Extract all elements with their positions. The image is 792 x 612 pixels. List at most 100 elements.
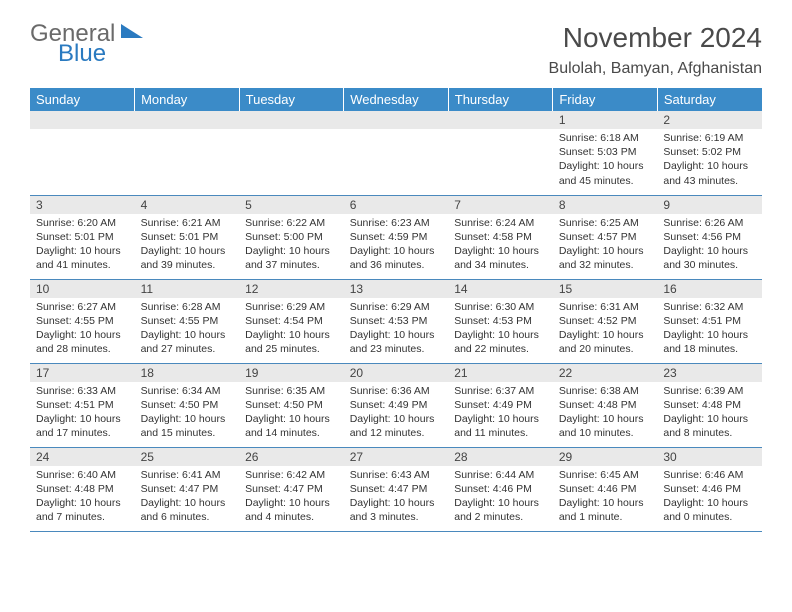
calendar-cell: 4Sunrise: 6:21 AMSunset: 5:01 PMDaylight… bbox=[135, 195, 240, 279]
calendar-table: Sunday Monday Tuesday Wednesday Thursday… bbox=[30, 88, 762, 532]
sunrise-text: Sunrise: 6:29 AM bbox=[245, 300, 338, 314]
day-number: 7 bbox=[448, 196, 553, 214]
sunset-text: Sunset: 5:01 PM bbox=[36, 230, 129, 244]
daylight-text: Daylight: 10 hours and 39 minutes. bbox=[141, 244, 234, 272]
calendar-cell: 8Sunrise: 6:25 AMSunset: 4:57 PMDaylight… bbox=[553, 195, 658, 279]
daylight-text: Daylight: 10 hours and 28 minutes. bbox=[36, 328, 129, 356]
sunset-text: Sunset: 4:55 PM bbox=[36, 314, 129, 328]
sunset-text: Sunset: 4:48 PM bbox=[559, 398, 652, 412]
daylight-text: Daylight: 10 hours and 2 minutes. bbox=[454, 496, 547, 524]
weekday-header: Thursday bbox=[448, 88, 553, 111]
daylight-text: Daylight: 10 hours and 18 minutes. bbox=[663, 328, 756, 356]
calendar-cell bbox=[344, 111, 449, 195]
calendar-cell: 11Sunrise: 6:28 AMSunset: 4:55 PMDayligh… bbox=[135, 279, 240, 363]
sunset-text: Sunset: 4:47 PM bbox=[141, 482, 234, 496]
brand-triangle-icon bbox=[121, 22, 143, 43]
sunrise-text: Sunrise: 6:20 AM bbox=[36, 216, 129, 230]
calendar-week-row: 3Sunrise: 6:20 AMSunset: 5:01 PMDaylight… bbox=[30, 195, 762, 279]
calendar-week-row: 1Sunrise: 6:18 AMSunset: 5:03 PMDaylight… bbox=[30, 111, 762, 195]
day-details: Sunrise: 6:32 AMSunset: 4:51 PMDaylight:… bbox=[657, 298, 762, 361]
daylight-text: Daylight: 10 hours and 4 minutes. bbox=[245, 496, 338, 524]
weekday-header: Wednesday bbox=[344, 88, 449, 111]
daylight-text: Daylight: 10 hours and 7 minutes. bbox=[36, 496, 129, 524]
sunset-text: Sunset: 4:53 PM bbox=[454, 314, 547, 328]
calendar-cell: 1Sunrise: 6:18 AMSunset: 5:03 PMDaylight… bbox=[553, 111, 658, 195]
brand-part2: Blue bbox=[58, 42, 143, 66]
day-number-empty bbox=[448, 111, 553, 129]
calendar-cell bbox=[135, 111, 240, 195]
daylight-text: Daylight: 10 hours and 8 minutes. bbox=[663, 412, 756, 440]
day-number: 22 bbox=[553, 364, 658, 382]
sunset-text: Sunset: 4:55 PM bbox=[141, 314, 234, 328]
calendar-cell: 9Sunrise: 6:26 AMSunset: 4:56 PMDaylight… bbox=[657, 195, 762, 279]
sunrise-text: Sunrise: 6:36 AM bbox=[350, 384, 443, 398]
sunset-text: Sunset: 4:58 PM bbox=[454, 230, 547, 244]
sunrise-text: Sunrise: 6:30 AM bbox=[454, 300, 547, 314]
daylight-text: Daylight: 10 hours and 17 minutes. bbox=[36, 412, 129, 440]
daylight-text: Daylight: 10 hours and 36 minutes. bbox=[350, 244, 443, 272]
sunset-text: Sunset: 4:46 PM bbox=[454, 482, 547, 496]
title-block: November 2024 Bulolah, Bamyan, Afghanist… bbox=[549, 22, 762, 78]
day-details: Sunrise: 6:36 AMSunset: 4:49 PMDaylight:… bbox=[344, 382, 449, 445]
day-details: Sunrise: 6:29 AMSunset: 4:54 PMDaylight:… bbox=[239, 298, 344, 361]
day-details: Sunrise: 6:20 AMSunset: 5:01 PMDaylight:… bbox=[30, 214, 135, 277]
sunset-text: Sunset: 4:46 PM bbox=[559, 482, 652, 496]
sunrise-text: Sunrise: 6:44 AM bbox=[454, 468, 547, 482]
day-details: Sunrise: 6:35 AMSunset: 4:50 PMDaylight:… bbox=[239, 382, 344, 445]
day-details: Sunrise: 6:43 AMSunset: 4:47 PMDaylight:… bbox=[344, 466, 449, 529]
day-number: 18 bbox=[135, 364, 240, 382]
sunset-text: Sunset: 4:53 PM bbox=[350, 314, 443, 328]
calendar-cell: 23Sunrise: 6:39 AMSunset: 4:48 PMDayligh… bbox=[657, 363, 762, 447]
sunset-text: Sunset: 4:47 PM bbox=[245, 482, 338, 496]
calendar-cell: 12Sunrise: 6:29 AMSunset: 4:54 PMDayligh… bbox=[239, 279, 344, 363]
day-number-empty bbox=[239, 111, 344, 129]
weekday-header-row: Sunday Monday Tuesday Wednesday Thursday… bbox=[30, 88, 762, 111]
weekday-header: Sunday bbox=[30, 88, 135, 111]
daylight-text: Daylight: 10 hours and 37 minutes. bbox=[245, 244, 338, 272]
day-number: 3 bbox=[30, 196, 135, 214]
calendar-cell: 19Sunrise: 6:35 AMSunset: 4:50 PMDayligh… bbox=[239, 363, 344, 447]
calendar-cell: 22Sunrise: 6:38 AMSunset: 4:48 PMDayligh… bbox=[553, 363, 658, 447]
day-details: Sunrise: 6:26 AMSunset: 4:56 PMDaylight:… bbox=[657, 214, 762, 277]
calendar-cell: 14Sunrise: 6:30 AMSunset: 4:53 PMDayligh… bbox=[448, 279, 553, 363]
day-details: Sunrise: 6:42 AMSunset: 4:47 PMDaylight:… bbox=[239, 466, 344, 529]
daylight-text: Daylight: 10 hours and 41 minutes. bbox=[36, 244, 129, 272]
day-number: 16 bbox=[657, 280, 762, 298]
header: General Blue November 2024 Bulolah, Bamy… bbox=[30, 22, 762, 78]
sunset-text: Sunset: 4:51 PM bbox=[663, 314, 756, 328]
sunset-text: Sunset: 4:59 PM bbox=[350, 230, 443, 244]
day-number: 19 bbox=[239, 364, 344, 382]
sunrise-text: Sunrise: 6:21 AM bbox=[141, 216, 234, 230]
daylight-text: Daylight: 10 hours and 3 minutes. bbox=[350, 496, 443, 524]
daylight-text: Daylight: 10 hours and 22 minutes. bbox=[454, 328, 547, 356]
day-number: 13 bbox=[344, 280, 449, 298]
day-number: 30 bbox=[657, 448, 762, 466]
day-details: Sunrise: 6:39 AMSunset: 4:48 PMDaylight:… bbox=[657, 382, 762, 445]
calendar-cell: 21Sunrise: 6:37 AMSunset: 4:49 PMDayligh… bbox=[448, 363, 553, 447]
day-number: 24 bbox=[30, 448, 135, 466]
calendar-cell bbox=[448, 111, 553, 195]
daylight-text: Daylight: 10 hours and 11 minutes. bbox=[454, 412, 547, 440]
sunset-text: Sunset: 4:57 PM bbox=[559, 230, 652, 244]
day-number-empty bbox=[30, 111, 135, 129]
calendar-cell: 2Sunrise: 6:19 AMSunset: 5:02 PMDaylight… bbox=[657, 111, 762, 195]
calendar-cell: 20Sunrise: 6:36 AMSunset: 4:49 PMDayligh… bbox=[344, 363, 449, 447]
sunset-text: Sunset: 4:49 PM bbox=[454, 398, 547, 412]
day-number: 29 bbox=[553, 448, 658, 466]
calendar-cell: 27Sunrise: 6:43 AMSunset: 4:47 PMDayligh… bbox=[344, 447, 449, 531]
day-details: Sunrise: 6:30 AMSunset: 4:53 PMDaylight:… bbox=[448, 298, 553, 361]
sunset-text: Sunset: 4:50 PM bbox=[141, 398, 234, 412]
daylight-text: Daylight: 10 hours and 43 minutes. bbox=[663, 159, 756, 187]
day-number: 17 bbox=[30, 364, 135, 382]
day-details: Sunrise: 6:44 AMSunset: 4:46 PMDaylight:… bbox=[448, 466, 553, 529]
day-details: Sunrise: 6:23 AMSunset: 4:59 PMDaylight:… bbox=[344, 214, 449, 277]
sunrise-text: Sunrise: 6:22 AM bbox=[245, 216, 338, 230]
sunrise-text: Sunrise: 6:45 AM bbox=[559, 468, 652, 482]
sunrise-text: Sunrise: 6:26 AM bbox=[663, 216, 756, 230]
day-details: Sunrise: 6:31 AMSunset: 4:52 PMDaylight:… bbox=[553, 298, 658, 361]
sunset-text: Sunset: 5:02 PM bbox=[663, 145, 756, 159]
day-number: 21 bbox=[448, 364, 553, 382]
day-details: Sunrise: 6:21 AMSunset: 5:01 PMDaylight:… bbox=[135, 214, 240, 277]
calendar-week-row: 24Sunrise: 6:40 AMSunset: 4:48 PMDayligh… bbox=[30, 447, 762, 531]
sunrise-text: Sunrise: 6:39 AM bbox=[663, 384, 756, 398]
